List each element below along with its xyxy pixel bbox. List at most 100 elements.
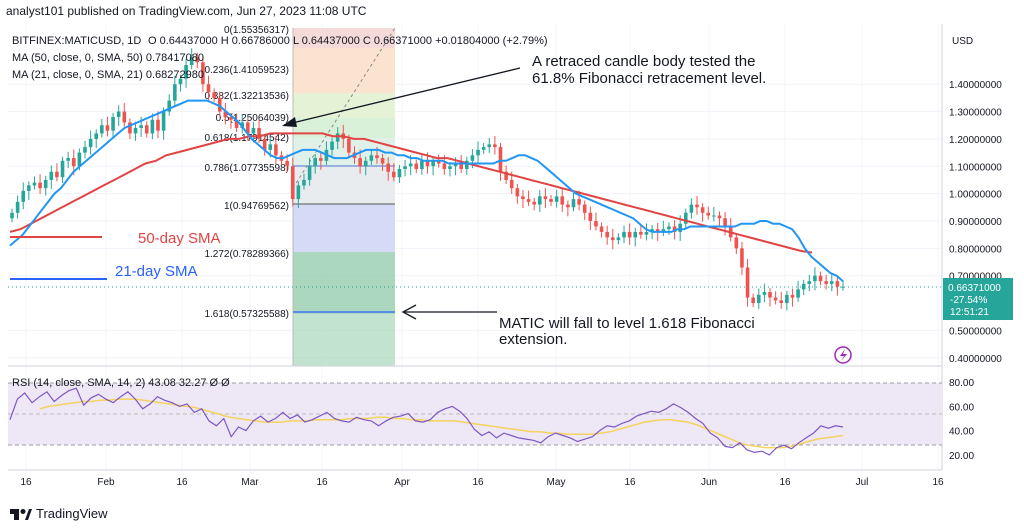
candle-body-137 [779,300,784,304]
annotation-2-line2: extension. [499,331,567,348]
candle-body-2 [21,190,26,202]
candle-body-34 [201,62,205,85]
rsi-tick-3: 20.00 [949,451,974,462]
sma21-line [9,99,844,282]
fib-label-6: 1(0.94769562) [224,201,289,212]
candle-body-133 [756,294,761,304]
candle-body-52 [302,179,306,186]
y-tick-0: 1.40000000 [949,80,1002,91]
candle-body-49 [285,160,289,167]
fib-label-5: 0.786(1.07735598) [204,163,289,174]
candle-body-69 [397,169,402,178]
lightning-icon[interactable] [834,346,852,364]
tradingview-logo-icon [10,508,32,520]
candle-body-124 [706,212,711,216]
candle-body-98 [560,196,565,205]
x-tick-9: Jun [701,477,717,488]
candle-body-24 [144,125,149,134]
candle-body-62 [358,158,362,167]
candle-body-37 [217,97,222,112]
candle-body-120 [683,212,688,224]
candle-body-99 [566,204,570,208]
candle-body-80 [459,163,463,170]
candle-body-16 [100,125,104,134]
price-tag-countdown: 12:51:21 [950,307,989,318]
x-tick-2: 16 [176,477,188,488]
fib-label-1: 0.236(1.41059523) [204,65,289,76]
candle-body-92 [526,199,531,202]
candle-body-139 [790,294,795,298]
candle-body-117 [667,226,671,230]
candle-body-110 [627,231,632,238]
candle-body-29 [173,84,177,101]
fib-label-7: 1.272(0.78289366) [204,249,289,260]
x-tick-11: Jul [856,477,869,488]
fibonacci-zone [292,27,396,366]
x-tick-3: Mar [241,477,259,488]
candle-body-20 [122,111,127,123]
candle-body-57 [330,141,334,150]
candle-body-26 [156,119,160,131]
candle-body-77 [442,163,447,170]
candle-body-112 [639,231,643,235]
candle-body-68 [392,171,396,178]
y-tick-4: 1.00000000 [949,190,1002,201]
candle-body-126 [717,215,722,219]
candle-body-84 [481,147,486,150]
price-tag-price: 0.66371000 [948,283,1001,294]
candle-body-18 [111,117,115,131]
fib-label-3: 0.5(1.25064039) [216,113,289,124]
candle-body-122 [695,204,699,208]
candle-body-96 [549,199,553,202]
tradingview-footer[interactable]: TradingView [10,506,108,521]
candle-body-102 [582,204,587,213]
publisher-header: analyst101 published on TradingView.com,… [6,4,367,18]
candle-body-135 [768,292,772,298]
price-pane[interactable] [8,24,942,366]
time-axis-ticks: 16 Feb 16 Mar 16 Apr 16 May 16 Jun 16 Jul 16 [20,477,944,488]
candle-body-115 [655,229,660,232]
y-tick-7: 0.70000000 [949,272,1002,283]
currency-label: USD [952,36,973,47]
candle-body-105 [599,226,604,232]
candle-body-44 [257,127,261,139]
rsi-tick-0: 80.00 [949,378,974,389]
fib-label-4: 0.618(1.17914542) [204,133,289,144]
tradingview-brand: TradingView [36,506,108,521]
x-tick-6: 16 [472,477,484,488]
candle-body-5 [38,182,42,189]
candle-body-6 [43,179,48,189]
candle-body-132 [751,297,755,304]
candle-body-89 [509,179,514,189]
annotation-1-line1: A retraced candle body tested the [532,53,755,70]
candle-body-64 [369,155,374,161]
x-tick-5: Apr [394,477,410,488]
legend-ma50: MA (50, close, 0, SMA, 50) 0.78417080 [12,52,204,64]
candle-body-107 [610,237,615,241]
candle-body-32 [189,56,194,66]
candle-body-111 [633,231,638,238]
x-tick-10: 16 [779,477,791,488]
price-axis-ticks: 1.40000000 1.30000000 1.20000000 1.10000000… [949,80,1002,365]
y-tick-8: 0.50000000 [949,326,1002,337]
fib-label-8: 1.618(0.57325588) [204,309,289,320]
candle-body-70 [403,166,407,170]
candlestick-series [10,48,845,311]
candle-body-1 [15,201,20,213]
candle-body-108 [616,237,621,241]
candle-body-86 [493,144,497,148]
candle-body-118 [672,226,677,232]
candle-body-38 [223,111,228,118]
fib-band-6 [293,204,395,252]
candle-body-76 [436,160,441,164]
fib-band-7 [293,252,395,314]
x-tick-1: Feb [97,477,115,488]
fib-band-2 [293,93,395,118]
candle-body-147 [835,281,840,287]
rsi-line [9,387,844,456]
candle-body-67 [386,163,390,172]
y-tick-1: 1.30000000 [949,108,1002,119]
x-tick-7: May [547,477,566,488]
candle-body-14 [88,138,93,148]
candle-body-93 [532,201,536,205]
